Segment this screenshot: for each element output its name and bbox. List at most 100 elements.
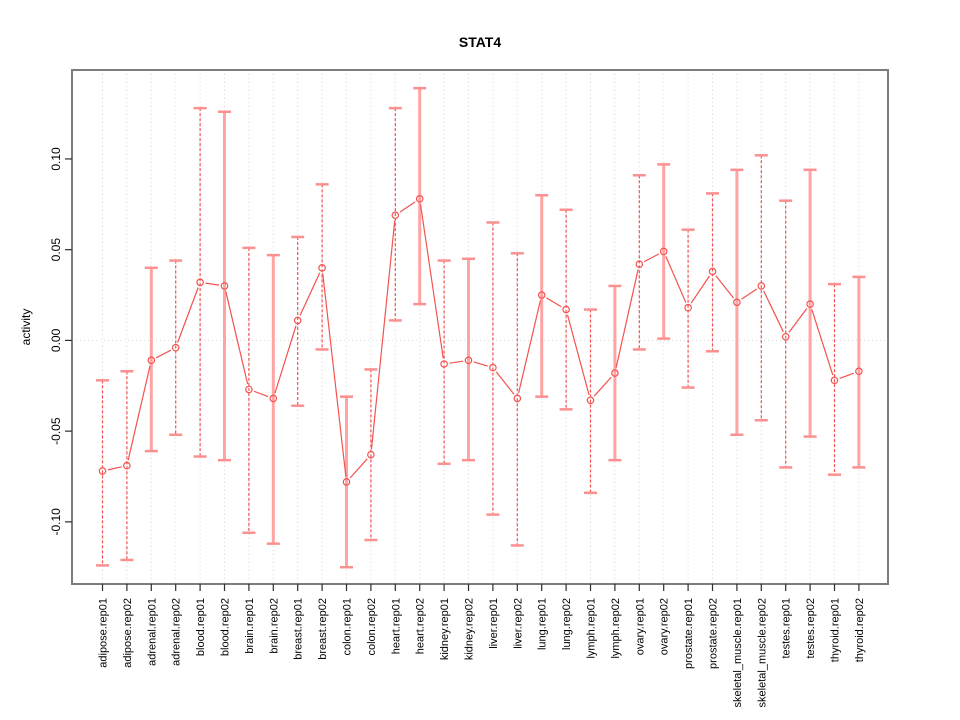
series-segment — [399, 201, 416, 213]
data-point-marker — [391, 211, 400, 219]
x-tick-label: heart.rep02 — [415, 598, 427, 654]
x-tick-label: skeletal_muscle.rep01 — [732, 598, 744, 707]
data-point-marker — [781, 332, 790, 341]
series-segment — [322, 273, 347, 477]
x-tick-label: ovary.rep01 — [634, 598, 646, 655]
x-tick-label: ovary.rep02 — [659, 598, 671, 655]
x-tick-label: kidney.rep01 — [439, 598, 451, 660]
series-segment — [473, 361, 488, 367]
x-tick-label: breast.rep01 — [293, 598, 305, 660]
data-point-marker — [586, 396, 595, 405]
series-segment — [593, 376, 612, 397]
plot-box — [71, 69, 889, 585]
data-point-marker — [342, 478, 351, 486]
x-tick-label: thyroid.rep01 — [830, 598, 842, 662]
data-point-marker — [318, 264, 326, 272]
data-point-marker — [367, 450, 375, 459]
y-tick-label: -0.05 — [49, 417, 63, 445]
series-segment — [839, 372, 854, 379]
x-tick-label: heart.rep01 — [390, 598, 402, 654]
x-tick-label: adipose.rep02 — [122, 598, 134, 668]
data-point-marker — [464, 356, 473, 365]
series-segment — [127, 365, 151, 461]
x-tick-label: breast.rep02 — [317, 598, 329, 660]
series-segment — [419, 204, 444, 359]
series-segment — [495, 371, 515, 395]
series-segment — [274, 325, 297, 394]
data-point-marker — [440, 360, 448, 368]
series-segment — [665, 256, 687, 303]
series-segment — [299, 272, 321, 316]
data-point-marker — [757, 282, 766, 290]
series-segment — [449, 360, 464, 364]
data-point-marker — [123, 461, 131, 470]
data-point-marker — [220, 282, 229, 290]
series-segment — [566, 314, 590, 396]
data-point-marker — [196, 278, 204, 287]
series-segment — [546, 297, 562, 308]
x-tick-label: brain.rep02 — [268, 598, 280, 654]
data-point-marker — [171, 343, 180, 352]
x-tick-label: thyroid.rep02 — [854, 598, 866, 662]
x-tick-label: lung.rep01 — [537, 598, 549, 650]
y-axis-title: activity — [19, 309, 33, 346]
data-point-marker — [562, 305, 570, 314]
x-tick-label: lung.rep02 — [561, 598, 573, 650]
series-segment — [615, 269, 639, 368]
data-point-marker — [855, 367, 863, 376]
series-segment — [715, 275, 734, 299]
data-point-marker — [733, 298, 741, 307]
data-point-marker — [537, 291, 546, 299]
x-tick-label: liver.rep02 — [512, 598, 524, 649]
series-segment — [690, 275, 710, 304]
x-tick-label: testes.rep01 — [781, 598, 793, 659]
data-point-marker — [806, 300, 814, 308]
x-tick-label: adipose.rep01 — [98, 598, 110, 668]
plot-area: 0.10 0.05 0.00 -0.05 -0.10 adipose.rep01 adipo… — [49, 69, 889, 707]
x-tick-label: blood.rep01 — [195, 598, 207, 656]
data-point-marker — [635, 260, 644, 268]
data-point-marker — [293, 316, 302, 325]
series-segment — [741, 288, 758, 300]
data-point-marker — [708, 267, 717, 276]
y-tick-label: 0.10 — [49, 147, 63, 171]
series-segment — [253, 390, 269, 398]
series-segment — [155, 349, 172, 359]
x-tick-label: colon.rep01 — [342, 598, 354, 656]
data-point-marker — [415, 195, 424, 203]
x-tick-label: lymph.rep02 — [610, 598, 622, 659]
data-point-marker — [245, 385, 253, 394]
chart-title: STAT4 — [459, 34, 501, 50]
series-segment — [177, 287, 199, 343]
x-tick-label: kidney.rep02 — [464, 598, 476, 660]
x-tick-label: colon.rep02 — [366, 598, 378, 656]
series-segment — [517, 300, 542, 394]
x-tick-label: prostate.rep01 — [683, 598, 695, 669]
x-tick-label: adrenal.rep02 — [171, 598, 183, 666]
data-point-marker — [489, 363, 497, 372]
y-tick-label: 0.00 — [49, 328, 63, 352]
x-tick-label: skeletal_muscle.rep02 — [756, 598, 768, 707]
series-segment — [225, 291, 249, 385]
series-segment — [763, 290, 784, 333]
y-tick-label: 0.05 — [49, 238, 63, 262]
x-tick-label: lymph.rep01 — [586, 598, 598, 659]
x-tick-label: adrenal.rep01 — [146, 598, 158, 666]
data-point-marker — [659, 247, 668, 256]
data-point-marker — [611, 369, 619, 377]
x-tick-label: brain.rep01 — [244, 598, 256, 654]
x-tick-label: testes.rep02 — [805, 598, 817, 659]
data-point-marker — [513, 394, 522, 403]
series-segment — [643, 253, 660, 263]
data-point-marker — [98, 467, 107, 475]
y-tick-label: -0.10 — [49, 508, 63, 536]
x-tick-label: liver.rep01 — [488, 598, 500, 649]
series-segment — [811, 309, 834, 376]
x-tick-label: prostate.rep02 — [708, 598, 720, 669]
series-segment — [107, 466, 122, 471]
series-segment — [349, 458, 368, 479]
data-point-marker — [269, 394, 278, 403]
series-segment — [788, 308, 808, 333]
